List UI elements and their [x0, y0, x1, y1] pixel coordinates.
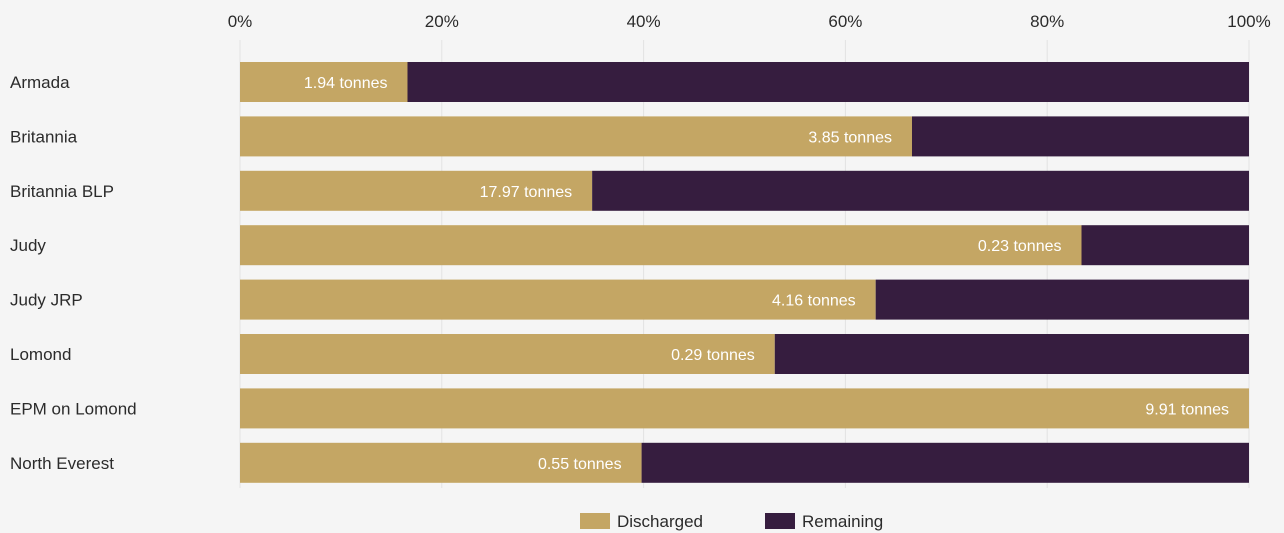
x-tick-label: 80% [1030, 12, 1064, 31]
legend-label: Remaining [802, 512, 883, 531]
x-tick-label: 40% [627, 12, 661, 31]
bar-segment-remaining [1081, 225, 1249, 266]
bar-segment-discharged [240, 334, 775, 374]
legend-swatch [580, 513, 610, 529]
category-label: EPM on Lomond [10, 399, 137, 418]
category-label: North Everest [10, 454, 114, 473]
x-tick-label: 20% [425, 12, 459, 31]
data-label: 0.29 tonnes [671, 347, 755, 364]
category-label: Britannia [10, 127, 78, 146]
legend-label: Discharged [617, 512, 703, 531]
bar-segment-remaining [641, 442, 1249, 483]
x-tick-label: 100% [1227, 12, 1270, 31]
bar-segment-discharged [240, 116, 912, 157]
x-tick-label: 60% [828, 12, 862, 31]
category-label: Judy JRP [10, 291, 83, 310]
bar-segment-discharged [240, 388, 1249, 429]
category-label: Judy [10, 236, 46, 255]
legend-swatch [765, 513, 795, 529]
category-label: Lomond [10, 345, 71, 364]
bar-segment-remaining [592, 170, 1249, 211]
data-label: 0.23 tonnes [978, 238, 1062, 255]
bar-segment-discharged [240, 225, 1082, 266]
data-label: 17.97 tonnes [480, 184, 573, 201]
bar-segment-discharged [240, 442, 642, 483]
bar-segment-discharged [240, 279, 876, 320]
x-tick-label: 0% [228, 12, 253, 31]
bar-segment-discharged [240, 170, 593, 211]
bar-segment-discharged [240, 62, 408, 102]
data-label: 9.91 tonnes [1145, 401, 1229, 418]
category-label: Armada [10, 73, 70, 92]
category-label: Britannia BLP [10, 182, 114, 201]
data-label: 0.55 tonnes [538, 456, 622, 473]
bar-segment-remaining [875, 279, 1249, 320]
data-label: 3.85 tonnes [808, 129, 892, 146]
data-label: 4.16 tonnes [772, 293, 856, 310]
bar-segment-remaining [911, 116, 1249, 157]
data-label: 1.94 tonnes [304, 75, 388, 92]
bar-segment-remaining [407, 62, 1249, 102]
bar-segment-remaining [774, 334, 1249, 374]
